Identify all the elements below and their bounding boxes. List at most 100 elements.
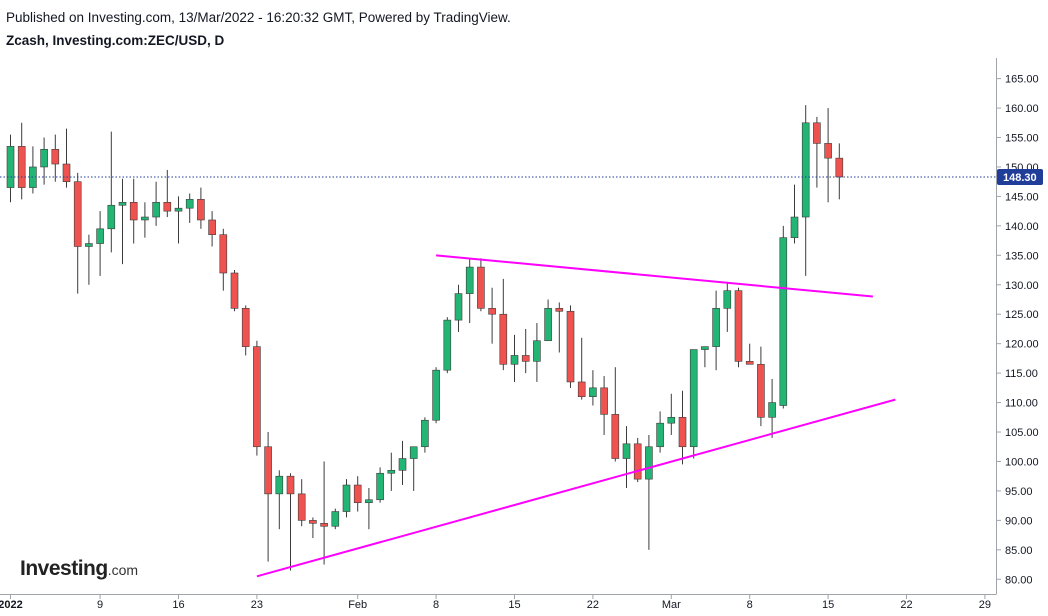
candle <box>611 367 620 462</box>
candle-body <box>152 202 160 218</box>
symbol-title: Zcash, Investing.com:ZEC/USD, D <box>6 33 225 48</box>
candle-body <box>555 308 564 312</box>
y-tick-label: 155.00 <box>1005 133 1039 145</box>
candle-body <box>230 272 239 309</box>
logo-name: Investing <box>20 557 108 580</box>
candle <box>790 184 799 244</box>
trendline-lower <box>256 398 896 578</box>
candle <box>656 411 664 453</box>
candle-body <box>678 416 687 448</box>
chart-header: Published on Investing.com, 13/Mar/2022 … <box>6 9 511 50</box>
candle-body <box>62 163 71 182</box>
y-tick-label: 165.00 <box>1005 74 1039 86</box>
x-tick-label: 8 <box>433 599 439 611</box>
x-tick-label: Feb <box>348 599 367 611</box>
candle <box>454 284 463 332</box>
investing-logo: Investing.com <box>20 557 138 581</box>
candle <box>241 305 250 356</box>
candle-body <box>566 310 575 383</box>
x-tick-label: 22 <box>587 599 599 611</box>
candle <box>129 178 138 244</box>
y-tick-label: 125.00 <box>1005 309 1039 321</box>
candle <box>286 473 295 571</box>
candles <box>6 105 844 571</box>
candle-body <box>454 293 463 321</box>
candle <box>107 131 116 253</box>
candle <box>253 340 261 456</box>
candle-body <box>589 387 597 397</box>
x-tick-label: 15 <box>822 599 834 611</box>
candle-body <box>544 308 552 342</box>
last-price-tag: 148.30 <box>997 168 1043 185</box>
candle <box>376 467 384 503</box>
x-tick-label: 29 <box>979 599 991 611</box>
candle-body <box>734 290 743 362</box>
candle <box>51 134 60 182</box>
candle-body <box>723 290 732 309</box>
candle-body <box>286 475 295 495</box>
candle <box>723 281 732 332</box>
candle-body <box>611 414 620 459</box>
candle <box>342 479 351 518</box>
candle-body <box>118 202 127 206</box>
candle-body <box>443 319 452 371</box>
candle-body <box>197 199 205 221</box>
candle <box>499 278 508 371</box>
x-tick-label: 23 <box>251 599 263 611</box>
candle <box>152 181 160 226</box>
candle-body <box>645 446 653 480</box>
candle-body <box>801 122 810 218</box>
y-tick-label: 140.00 <box>1005 221 1039 233</box>
published-info: Published on Investing.com, 13/Mar/2022 … <box>6 10 511 25</box>
x-tick-label: 16 <box>172 599 184 611</box>
candle <box>85 234 93 285</box>
trendlines <box>256 254 896 578</box>
candle-body <box>208 219 216 236</box>
candle <box>600 376 608 435</box>
candle-body <box>488 308 496 315</box>
candle-body <box>353 484 362 504</box>
x-tick-label: 15 <box>508 599 520 611</box>
candle <box>745 343 754 365</box>
candle-body <box>701 346 709 350</box>
candle <box>488 287 496 344</box>
candle-body <box>264 446 272 495</box>
candle <box>689 349 698 459</box>
candle-body <box>398 458 407 471</box>
candle-body <box>253 346 261 448</box>
candle <box>667 393 676 435</box>
candle-body <box>499 313 508 365</box>
y-tick-label: 95.00 <box>1005 486 1033 498</box>
candle <box>62 128 71 188</box>
candle-body <box>73 181 82 247</box>
candle <box>208 211 216 247</box>
candle-body <box>107 204 116 230</box>
candle-body <box>533 340 541 362</box>
candle-body <box>824 143 832 159</box>
y-tick-label: 120.00 <box>1005 339 1039 351</box>
candle <box>197 187 205 229</box>
candle-body <box>813 122 821 144</box>
candle-body <box>309 520 317 524</box>
x-tick-label: 2022 <box>0 599 23 611</box>
candle <box>521 328 530 374</box>
x-tick-label: Mar <box>662 599 681 611</box>
candle <box>219 228 228 291</box>
candle-body <box>331 511 340 527</box>
candle <box>622 426 631 488</box>
candle-body <box>51 148 60 165</box>
candle <box>297 479 306 527</box>
candle <box>353 476 362 512</box>
candle <box>118 178 127 265</box>
candle <box>555 302 564 353</box>
candle <box>17 122 26 200</box>
candle-body <box>432 369 440 421</box>
candle <box>185 193 194 223</box>
candle-body <box>790 216 799 238</box>
candle-body <box>129 202 138 221</box>
candle <box>645 434 653 550</box>
candle <box>309 517 317 539</box>
candle-body <box>409 446 418 459</box>
candle <box>275 470 284 530</box>
